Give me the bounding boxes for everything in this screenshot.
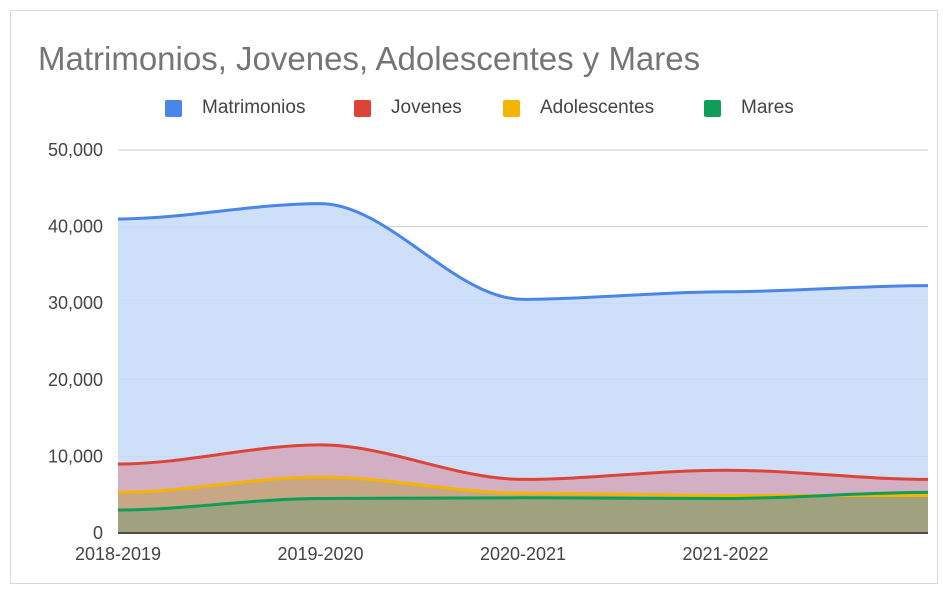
legend-label: Jovenes	[391, 97, 462, 118]
line-mares	[117, 490, 929, 512]
legend-swatch	[503, 99, 520, 117]
line-adolescentes	[117, 475, 928, 497]
legend-label: Mares	[741, 97, 794, 118]
legend-item-mares[interactable]: Mares	[704, 97, 794, 119]
legend-label: Matrimonios	[202, 97, 306, 118]
legend-swatch	[354, 99, 371, 117]
y-tick-label: 0	[93, 523, 103, 543]
y-tick-label: 20,000	[48, 370, 103, 390]
legend-swatch	[704, 99, 721, 117]
x-tick-label: 2021-2022	[682, 544, 768, 564]
legend-swatch	[165, 99, 182, 117]
line-jovenes	[117, 443, 929, 481]
legend: Matrimonios Jovenes Adolescentes Mares	[0, 97, 943, 121]
y-tick-label: 10,000	[48, 446, 103, 466]
x-tick-label: 2018-2019	[75, 544, 161, 564]
x-tick-label: 2020-2021	[480, 544, 566, 564]
legend-label: Adolescentes	[540, 97, 655, 118]
legend-item-jovenes[interactable]: Jovenes	[354, 97, 462, 119]
line-matrimonios	[117, 202, 929, 301]
x-tick-label: 2019-2020	[277, 544, 363, 564]
y-tick-label: 50,000	[48, 140, 103, 160]
chart-title: Matrimonios, Jovenes, Adolescentes y Mar…	[38, 40, 701, 77]
legend-item-adolescentes[interactable]: Adolescentes	[503, 97, 654, 119]
y-tick-label: 40,000	[48, 217, 103, 237]
legend-item-matrimonios[interactable]: Matrimonios	[165, 97, 305, 119]
area-mares	[118, 492, 928, 533]
y-tick-label: 30,000	[48, 293, 103, 313]
